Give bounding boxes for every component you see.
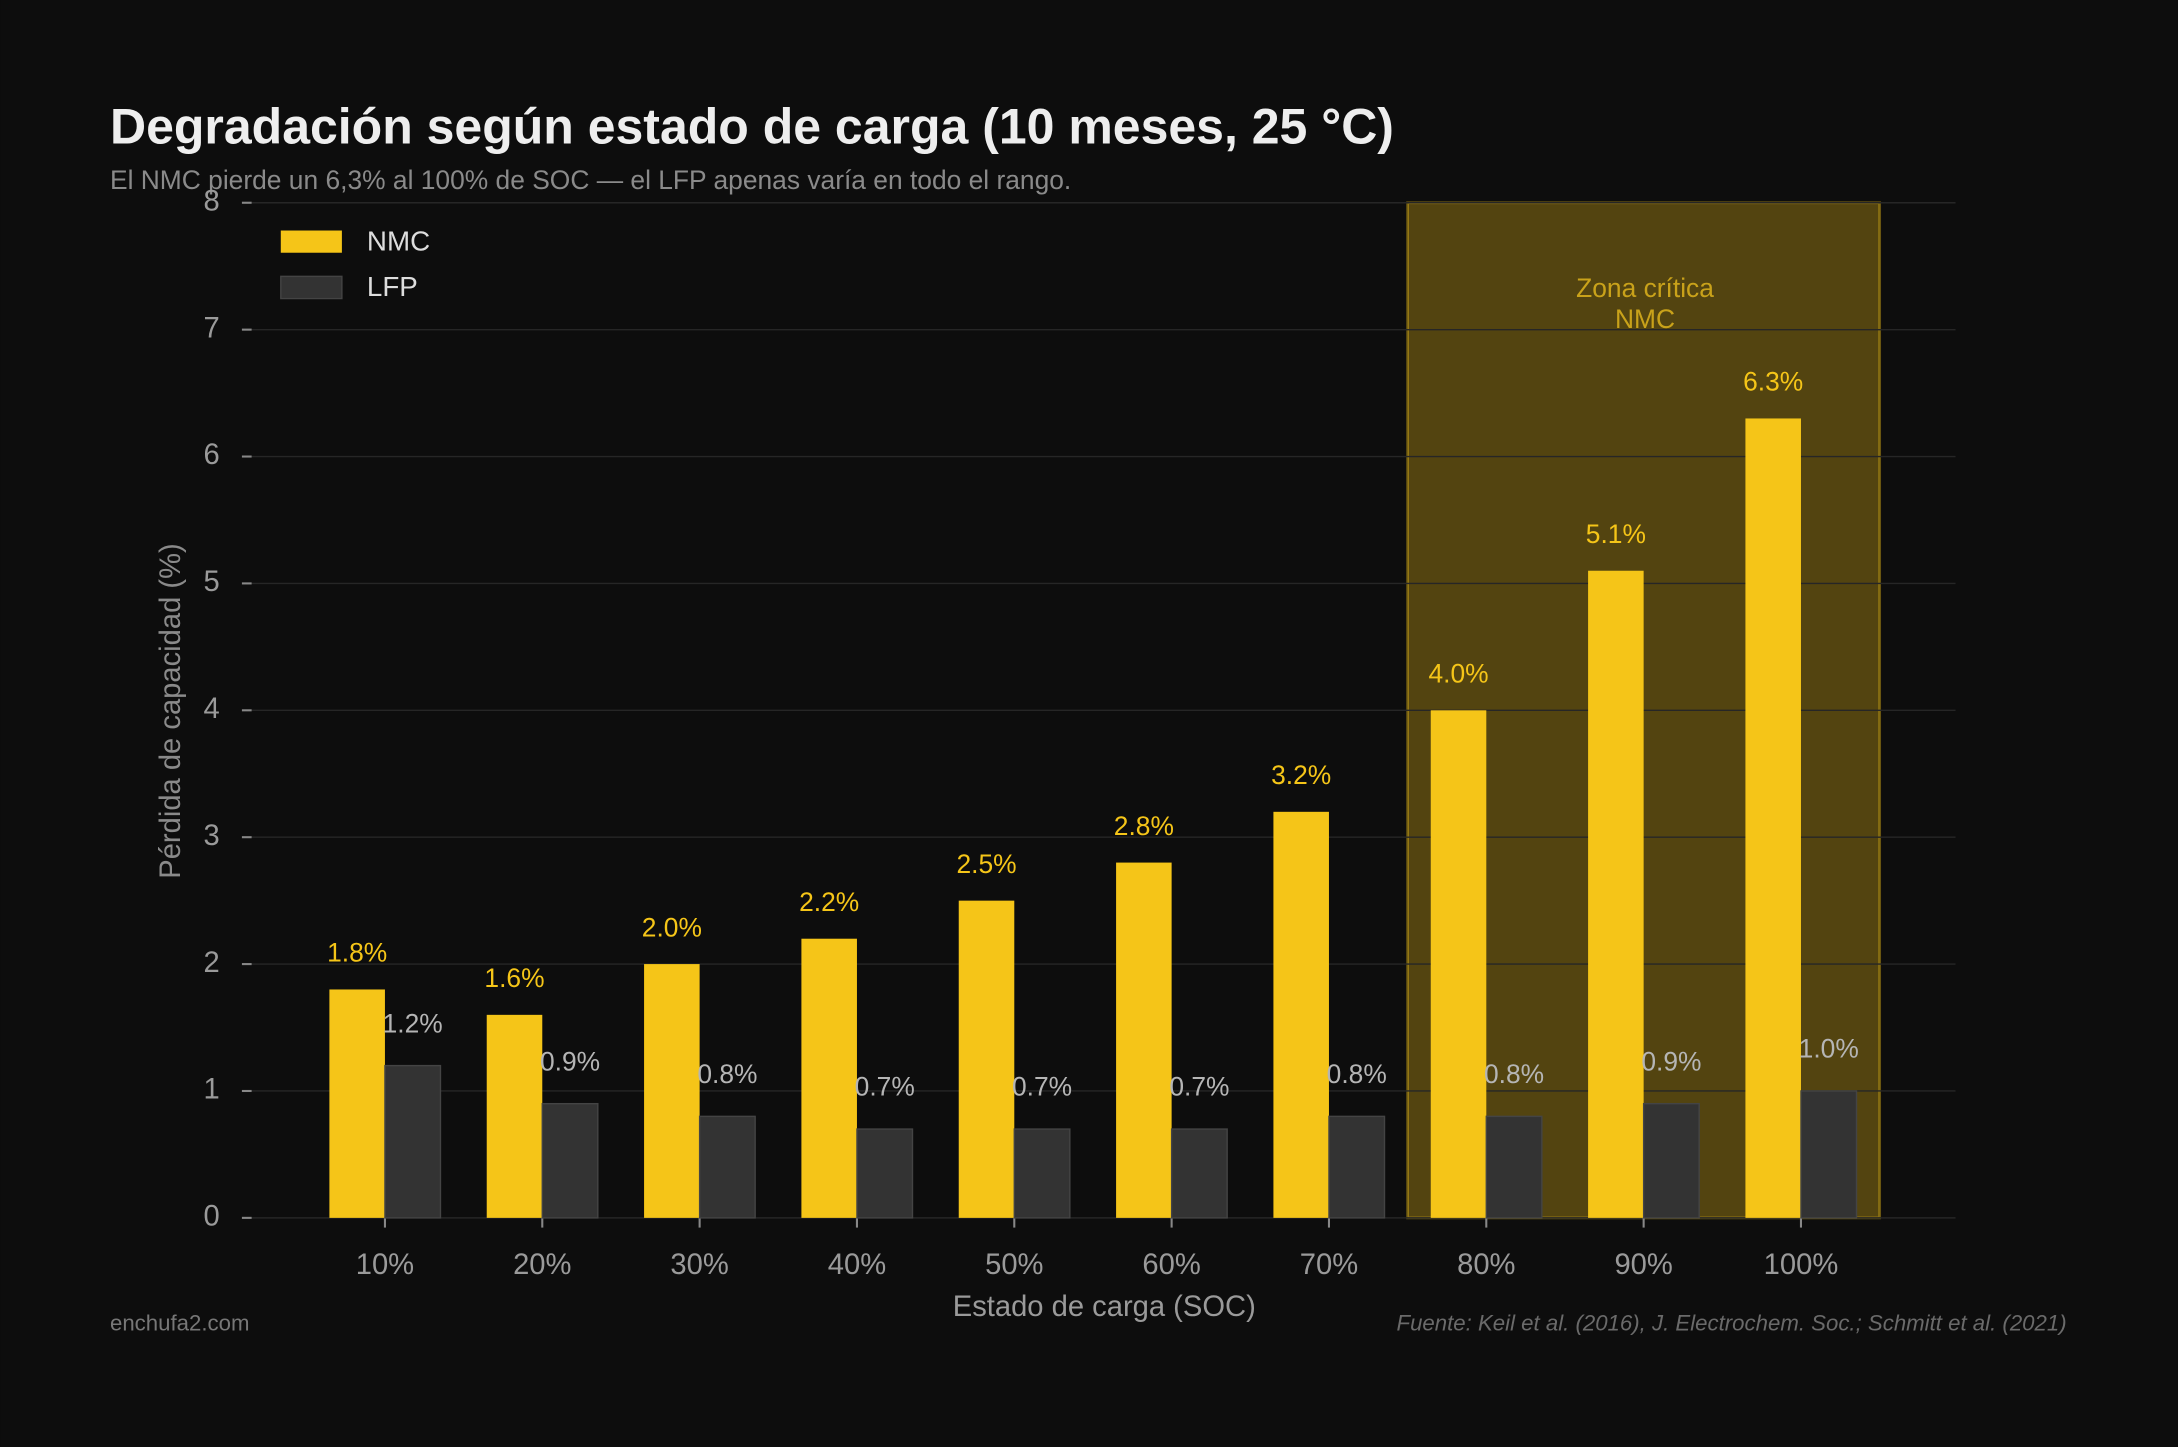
bar	[1485, 1115, 1543, 1219]
value-label: 2.2%	[799, 887, 859, 917]
value-label: 1.6%	[484, 963, 544, 993]
x-tick-label: 10%	[356, 1249, 414, 1281]
x-tick-label: 20%	[513, 1249, 571, 1281]
x-axis-label: Estado de carga (SOC)	[953, 1291, 1256, 1323]
bar	[1116, 862, 1172, 1218]
value-label: 0.8%	[1484, 1059, 1544, 1089]
bar	[1170, 1128, 1228, 1219]
value-label: 0.9%	[540, 1046, 600, 1076]
footer-left: enchufa2.com	[110, 1311, 249, 1336]
bar	[801, 938, 857, 1218]
bar	[644, 964, 700, 1218]
bar	[958, 900, 1015, 1218]
x-tick-label: 90%	[1614, 1249, 1672, 1281]
y-tick-label: 4	[203, 693, 219, 725]
x-tick-label: 80%	[1457, 1249, 1515, 1281]
legend-label: LFP	[367, 271, 418, 302]
value-label: 6.3%	[1743, 367, 1803, 397]
bar	[541, 1102, 599, 1219]
bar	[1273, 811, 1329, 1218]
bar	[1800, 1090, 1858, 1219]
y-axis-label: Pérdida de capacidad (%)	[155, 543, 187, 879]
y-tick-label: 0	[203, 1201, 219, 1233]
bar	[1642, 1102, 1700, 1219]
annotation-text: NMC	[1615, 304, 1675, 334]
y-tick-label: 6	[203, 439, 219, 471]
annotation-text: Zona crítica	[1576, 273, 1714, 303]
bar	[384, 1064, 442, 1219]
y-tick-label: 1	[203, 1074, 219, 1106]
value-label: 4.0%	[1428, 659, 1488, 689]
value-label: 1.8%	[327, 938, 387, 968]
x-tick-label: 50%	[985, 1249, 1043, 1281]
y-tick-label: 8	[203, 185, 219, 217]
legend-swatch	[280, 275, 343, 300]
x-tick-label: 60%	[1142, 1249, 1200, 1281]
y-tick-label: 5	[203, 566, 219, 598]
bar	[1745, 418, 1801, 1218]
value-label: 0.8%	[1327, 1059, 1387, 1089]
bar	[329, 989, 385, 1218]
y-tick-label: 3	[203, 820, 219, 852]
bar	[856, 1128, 914, 1219]
bar	[486, 1014, 543, 1218]
value-label: 0.7%	[855, 1072, 915, 1102]
x-tick-label: 40%	[828, 1249, 886, 1281]
y-tick-label: 2	[203, 947, 219, 979]
bar	[1328, 1115, 1386, 1219]
bar	[1013, 1128, 1071, 1219]
x-tick-label: 100%	[1764, 1249, 1839, 1281]
value-label: 2.5%	[956, 849, 1016, 879]
legend-label: NMC	[367, 225, 430, 256]
bar	[698, 1115, 756, 1219]
value-label: 1.2%	[383, 1008, 443, 1038]
bar	[1430, 710, 1487, 1218]
x-tick-label: 70%	[1300, 1249, 1358, 1281]
chart-subtitle: El NMC pierde un 6,3% al 100% de SOC — e…	[110, 165, 1071, 195]
x-tick-label: 30%	[670, 1249, 728, 1281]
value-label: 5.1%	[1586, 519, 1646, 549]
value-label: 2.0%	[642, 912, 702, 942]
value-label: 0.9%	[1641, 1046, 1701, 1076]
y-tick-label: 7	[203, 312, 219, 344]
legend-swatch	[280, 230, 342, 253]
value-label: 0.7%	[1012, 1072, 1072, 1102]
value-label: 3.2%	[1271, 760, 1331, 790]
bar	[1588, 570, 1644, 1218]
value-label: 1.0%	[1799, 1034, 1859, 1064]
value-label: 0.8%	[697, 1059, 757, 1089]
value-label: 2.8%	[1114, 811, 1174, 841]
footer-right: Fuente: Keil et al. (2016), J. Electroch…	[1397, 1311, 2067, 1336]
value-label: 0.7%	[1169, 1072, 1229, 1102]
chart-title: Degradación según estado de carga (10 me…	[110, 99, 1394, 155]
